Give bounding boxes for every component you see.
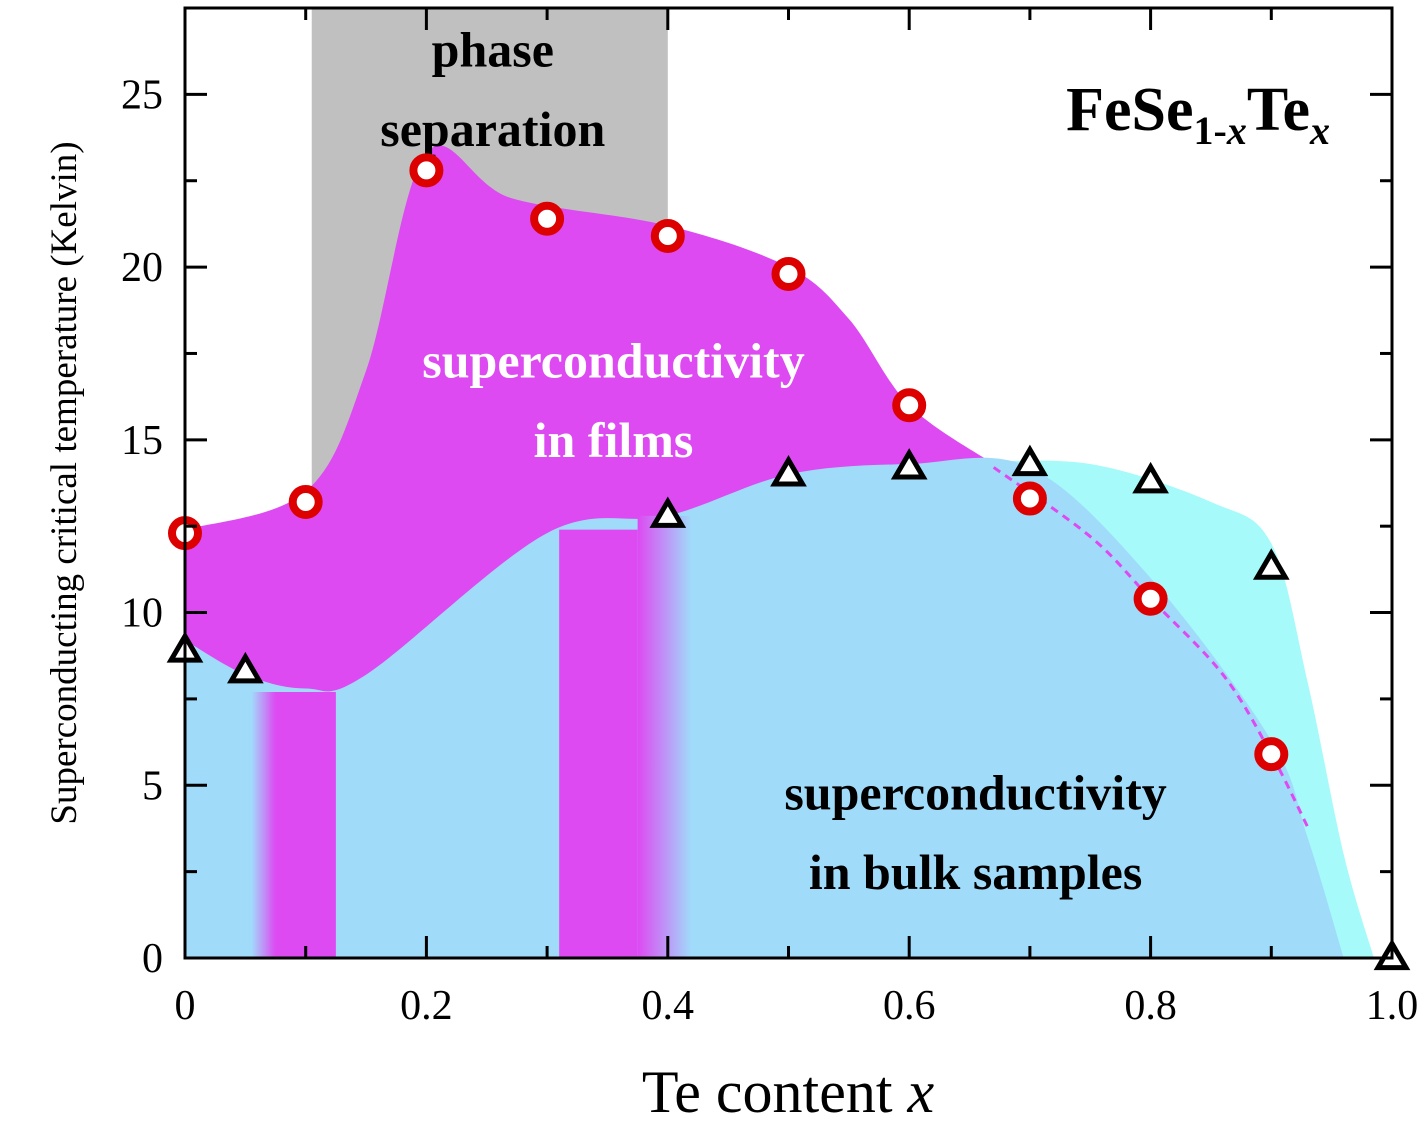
formula-base-1: FeSe — [1066, 76, 1193, 144]
bulk-film-blend-right — [637, 515, 692, 958]
film-band-middle — [559, 529, 638, 958]
phase-separation-label-line1: phase — [432, 22, 554, 78]
films-label-line1: superconductivity — [422, 333, 804, 389]
compound-formula: FeSe1-xTex — [1066, 76, 1330, 153]
bulk-tc-point — [1132, 461, 1169, 494]
bulk-superconductivity-region — [185, 457, 1344, 958]
x-axis-title-text: Te content — [642, 1059, 908, 1125]
film-band-left — [275, 692, 336, 958]
film-tc-point — [892, 388, 927, 423]
x-tick-label: 0.8 — [1124, 983, 1177, 1029]
x-axis-title-var: x — [907, 1059, 935, 1125]
x-tick-label: 0.2 — [400, 983, 453, 1029]
bulk-tc-point — [1252, 548, 1290, 580]
y-tick-label: 5 — [142, 763, 163, 809]
bulk-tc-point — [649, 496, 687, 528]
formula-base-2: Te — [1247, 76, 1310, 144]
x-tick-label: 0.4 — [642, 983, 695, 1029]
y-axis-title: Superconducting critical temperature (Ke… — [44, 141, 85, 824]
bulk-tc-point — [226, 651, 264, 684]
y-tick-label: 0 — [142, 936, 163, 982]
film-tc-point — [1133, 581, 1168, 616]
film-tc-point — [650, 219, 685, 253]
y-tick-label: 15 — [121, 418, 163, 464]
film-tc-point — [409, 153, 444, 188]
film-tc-point — [771, 257, 806, 291]
phase-separation-label-line2: separation — [380, 101, 605, 157]
bulk-label-line2: in bulk samples — [809, 844, 1142, 900]
formula-sub-2-var: x — [1309, 108, 1330, 153]
x-axis-title: Te content x — [642, 1059, 935, 1125]
film-tc-point — [288, 485, 323, 519]
bulk-tc-point — [890, 448, 928, 480]
films-label-line2: in films — [534, 412, 694, 468]
bulk-label-line1: superconductivity — [784, 764, 1166, 820]
bulk-film-blend-left — [251, 692, 276, 958]
x-tick-label: 0.6 — [883, 983, 936, 1029]
y-tick-label: 25 — [121, 72, 163, 118]
film-tc-point — [530, 201, 565, 236]
bulk-tc-point — [770, 455, 807, 487]
y-tick-label: 10 — [121, 591, 163, 637]
formula-sub-1-var: x — [1226, 108, 1247, 153]
film-tc-point — [1254, 737, 1289, 772]
y-tick-label: 20 — [121, 245, 163, 291]
film-tc-point — [1012, 481, 1047, 516]
formula-sub-1: 1- — [1193, 108, 1226, 153]
x-tick-label: 0 — [175, 983, 196, 1029]
bulk-tc-point — [1011, 444, 1049, 477]
x-tick-label: 1.0 — [1366, 983, 1419, 1029]
